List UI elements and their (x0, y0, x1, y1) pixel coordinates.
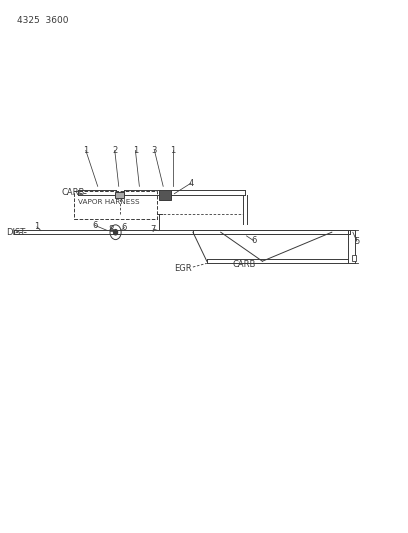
Text: CARB: CARB (233, 261, 256, 269)
Bar (115, 191, 124, 198)
Text: 3: 3 (152, 146, 157, 155)
Text: 7: 7 (151, 224, 156, 233)
Bar (159, 190, 171, 199)
Text: 4: 4 (188, 179, 193, 188)
Text: CARB: CARB (62, 188, 85, 197)
Text: 2: 2 (112, 146, 118, 155)
Circle shape (113, 230, 118, 235)
Text: EGR: EGR (175, 264, 192, 272)
Text: 1: 1 (83, 146, 89, 155)
Text: 6: 6 (92, 221, 98, 230)
Text: 6: 6 (251, 236, 256, 245)
Text: 6: 6 (122, 223, 127, 232)
Text: 5: 5 (354, 237, 359, 246)
Bar (352, 255, 356, 261)
Text: VAPOR HARNESS: VAPOR HARNESS (78, 199, 140, 205)
Text: 8: 8 (108, 224, 113, 233)
Text: DIST: DIST (6, 228, 25, 237)
Text: 4325  3600: 4325 3600 (17, 16, 69, 25)
Text: 1: 1 (34, 222, 40, 231)
Text: 1: 1 (133, 146, 138, 155)
Bar (74, 191, 157, 219)
Text: 1: 1 (171, 146, 176, 155)
